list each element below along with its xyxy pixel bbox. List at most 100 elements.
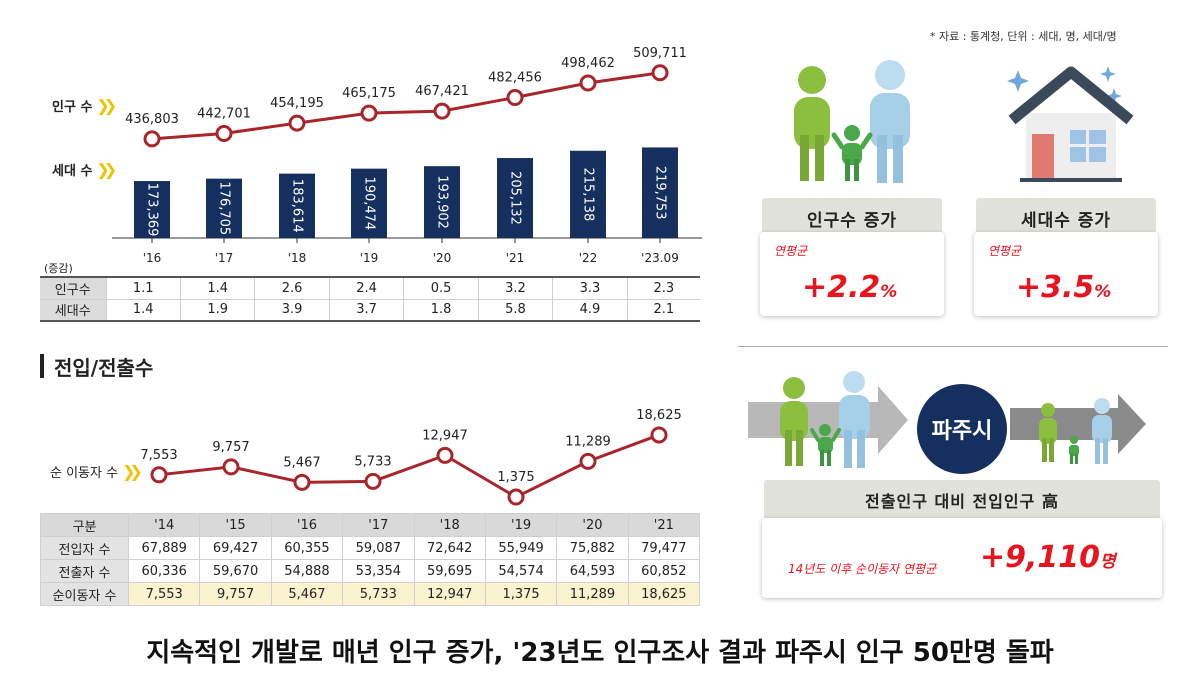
x-tick-label: '17	[215, 251, 234, 265]
table-cell: 53,354	[342, 559, 415, 583]
section-marker	[40, 354, 44, 378]
household-bar-label: 205,132	[508, 171, 523, 225]
table-row-out: 전출자 수 60,336 59,670 54,888 53,354 59,695…	[40, 559, 701, 583]
population-point-label: 509,711	[633, 46, 687, 61]
population-point	[579, 74, 597, 92]
table-cell: 3.7	[328, 299, 404, 322]
households-rate: +3.5%	[1016, 270, 1111, 305]
row-header: 전입자 수	[40, 536, 129, 560]
population-card: 연평균 +2.2%	[760, 232, 944, 316]
population-series-text: 인구 수	[52, 100, 93, 115]
column-header: '15	[199, 513, 272, 537]
table-cell: 2.4	[328, 276, 404, 300]
net-migration-chart: 7,553 9,757 5,467 5,733 12,947 1,375 11,289 18,…	[140, 408, 682, 506]
table-cell: 1.9	[179, 299, 255, 322]
footer-title: 지속적인 개발로 매년 인구 증가, '23년도 인구조사 결과 파주시 인구 …	[146, 638, 1054, 668]
table-cell: 60,355	[270, 536, 344, 560]
households-rate-value: +3.5	[1016, 270, 1095, 305]
household-bar	[497, 158, 533, 238]
population-point	[651, 64, 669, 82]
net-migration-point-label: 7,553	[140, 448, 177, 463]
table-cell: 60,336	[127, 559, 201, 583]
row-header: 인구수	[40, 276, 106, 300]
table-cell: 1.1	[105, 276, 181, 300]
x-tick-label: '23.09	[641, 251, 679, 265]
net-migration-point	[579, 452, 597, 470]
growth-row-households: 세대수 1.4 1.9 3.9 3.7 1.8 5.8 4.9 2.1	[40, 299, 700, 322]
table-cell: 5,733	[342, 582, 415, 606]
house-icon	[1007, 66, 1134, 182]
net-migration-point	[436, 446, 454, 464]
growth-row-population: 인구수 1.1 1.4 2.6 2.4 0.5 3.2 3.3 2.3	[40, 276, 700, 300]
family-illustration	[794, 60, 910, 183]
row-header: 세대수	[40, 299, 106, 322]
migration-table-header: 구분 '14 '15 '16 '17 '18 '19 '20 '21	[40, 513, 701, 537]
table-cell: 1.4	[105, 299, 181, 322]
table-cell: 1,375	[484, 582, 558, 606]
divider	[738, 346, 1168, 347]
population-point-label: 465,175	[342, 86, 396, 101]
table-cell: 2.6	[254, 276, 330, 300]
table-cell: 1.8	[403, 299, 479, 322]
column-header: 구분	[40, 513, 129, 537]
table-cell: 18,625	[627, 582, 701, 606]
table-cell: 1.4	[179, 276, 255, 300]
household-bar	[642, 147, 678, 238]
population-line	[151, 71, 661, 141]
net-migration-point-label: 9,757	[212, 440, 249, 455]
household-bar	[134, 181, 170, 238]
migration-detail-card: 14년도 이후 순이동자 연평균 +9,110명	[762, 518, 1162, 598]
population-point-label: 482,456	[488, 70, 542, 85]
population-chart: '16 '17 '18 '19 '20 '21 '22 '23.09 173,369 176,70…	[112, 46, 702, 265]
table-cell: 54,574	[484, 559, 558, 583]
households-rate-label: 연평균	[988, 244, 1022, 258]
population-point	[215, 124, 233, 142]
table-cell: 5.8	[477, 299, 553, 322]
net-migration-point-label: 5,733	[354, 454, 391, 469]
household-series-text: 세대 수	[52, 164, 93, 179]
table-cell: 55,949	[484, 536, 558, 560]
net-migration-line	[158, 433, 660, 499]
table-cell: 59,695	[413, 559, 486, 583]
household-bar-label: 190,474	[362, 176, 377, 230]
population-point-label: 454,195	[270, 96, 324, 111]
migration-detail-value: +9,110	[980, 540, 1101, 575]
net-migration-point-label: 12,947	[422, 428, 468, 443]
household-bar	[351, 168, 387, 238]
net-migration-point	[222, 458, 240, 476]
x-tick-label: '18	[288, 251, 307, 265]
table-row-net: 순이동자 수 7,553 9,757 5,467 5,733 12,947 1,…	[40, 582, 701, 606]
migration-table: 구분 '14 '15 '16 '17 '18 '19 '20 '21 전입자 수…	[40, 513, 701, 606]
migration-headline: 전출인구 대비 전입인구 高	[764, 480, 1160, 520]
table-cell: 11,289	[556, 582, 629, 606]
row-header: 순이동자 수	[40, 582, 129, 606]
household-bar-label: 176,705	[217, 181, 232, 235]
growth-table: 인구수 1.1 1.4 2.6 2.4 0.5 3.2 3.3 2.3 세대수 …	[40, 276, 700, 322]
households-rate-unit: %	[1094, 282, 1112, 302]
table-cell: 2.3	[626, 276, 700, 300]
net-migration-point	[650, 426, 668, 444]
households-card: 연평균 +3.5%	[974, 232, 1158, 316]
x-tick-label: '20	[433, 251, 452, 265]
table-cell: 3.2	[477, 276, 553, 300]
table-cell: 60,852	[627, 559, 701, 583]
table-cell: 79,477	[627, 536, 701, 560]
population-point	[433, 102, 451, 120]
source-note: * 자료 : 통계청, 단위 : 세대, 명, 세대/명	[930, 30, 1117, 43]
table-cell: 5,467	[270, 582, 344, 606]
table-cell: 69,427	[199, 536, 272, 560]
population-rate-value: +2.2	[802, 270, 881, 305]
net-migration-point-label: 11,289	[565, 434, 611, 449]
migration-detail-label: 14년도 이후 순이동자 연평균	[788, 562, 937, 576]
table-cell: 3.3	[552, 276, 628, 300]
x-tick-label: '22	[579, 251, 598, 265]
household-bar	[424, 166, 460, 238]
population-point	[288, 114, 306, 132]
row-header: 전출자 수	[40, 559, 129, 583]
growth-unit-label: (증감)	[44, 262, 73, 275]
x-tick-label: '16	[143, 251, 162, 265]
table-cell: 4.9	[552, 299, 628, 322]
column-header: '17	[342, 513, 415, 537]
population-point-label: 498,462	[561, 56, 615, 71]
column-header: '19	[484, 513, 558, 537]
